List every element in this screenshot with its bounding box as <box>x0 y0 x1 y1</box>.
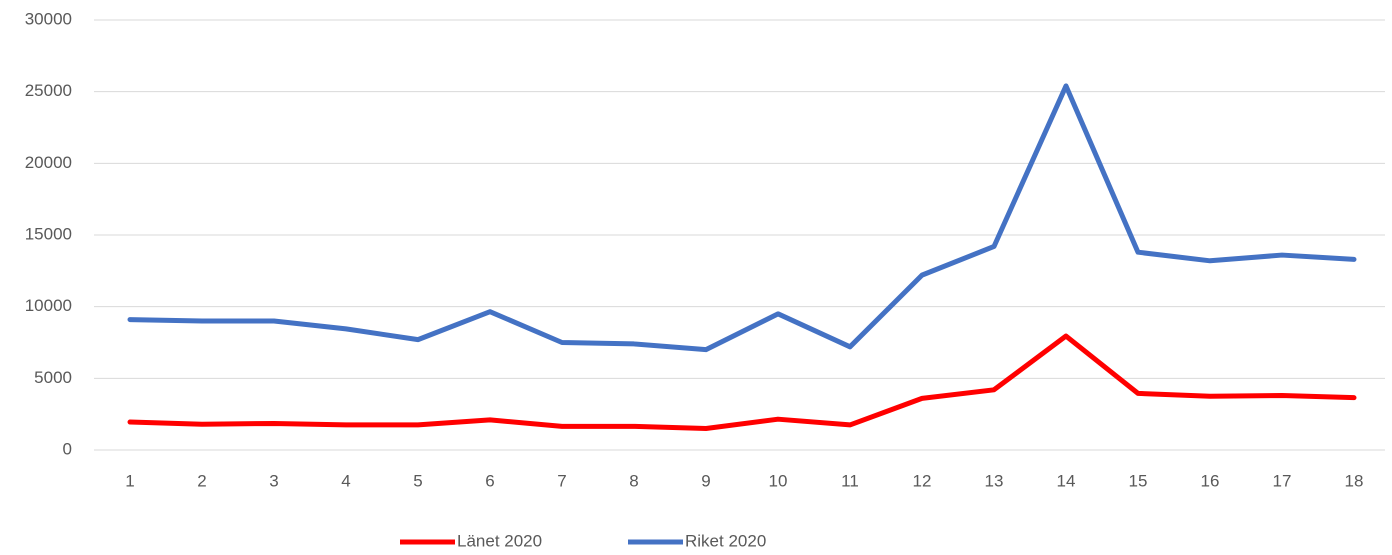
x-tick-label: 3 <box>269 471 278 490</box>
x-tick-label: 11 <box>841 471 859 490</box>
x-tick-label: 13 <box>985 471 1004 490</box>
legend-label: Riket 2020 <box>685 531 766 550</box>
series-line <box>127 333 1357 431</box>
series-line <box>127 83 1357 353</box>
x-tick-label: 6 <box>485 471 494 490</box>
x-tick-label: 8 <box>629 471 638 490</box>
x-tick-label: 18 <box>1345 471 1364 490</box>
y-tick-label: 10000 <box>25 296 72 315</box>
x-tick-label: 7 <box>557 471 566 490</box>
y-tick-label: 25000 <box>25 81 72 100</box>
x-tick-label: 15 <box>1129 471 1148 490</box>
x-tick-label: 16 <box>1201 471 1220 490</box>
y-tick-label: 5000 <box>34 368 72 387</box>
x-tick-label: 17 <box>1273 471 1292 490</box>
x-tick-label: 2 <box>197 471 206 490</box>
x-tick-label: 14 <box>1057 471 1076 490</box>
legend-label: Länet 2020 <box>457 531 542 550</box>
x-tick-label: 9 <box>701 471 710 490</box>
x-tick-label: 4 <box>341 471 350 490</box>
y-tick-label: 20000 <box>25 153 72 172</box>
x-tick-label: 1 <box>125 471 134 490</box>
x-tick-label: 12 <box>913 471 932 490</box>
y-tick-label: 30000 <box>25 9 72 28</box>
y-tick-label: 15000 <box>25 224 72 243</box>
x-tick-label: 5 <box>413 471 422 490</box>
x-tick-label: 10 <box>769 471 788 490</box>
y-tick-label: 0 <box>63 439 72 458</box>
